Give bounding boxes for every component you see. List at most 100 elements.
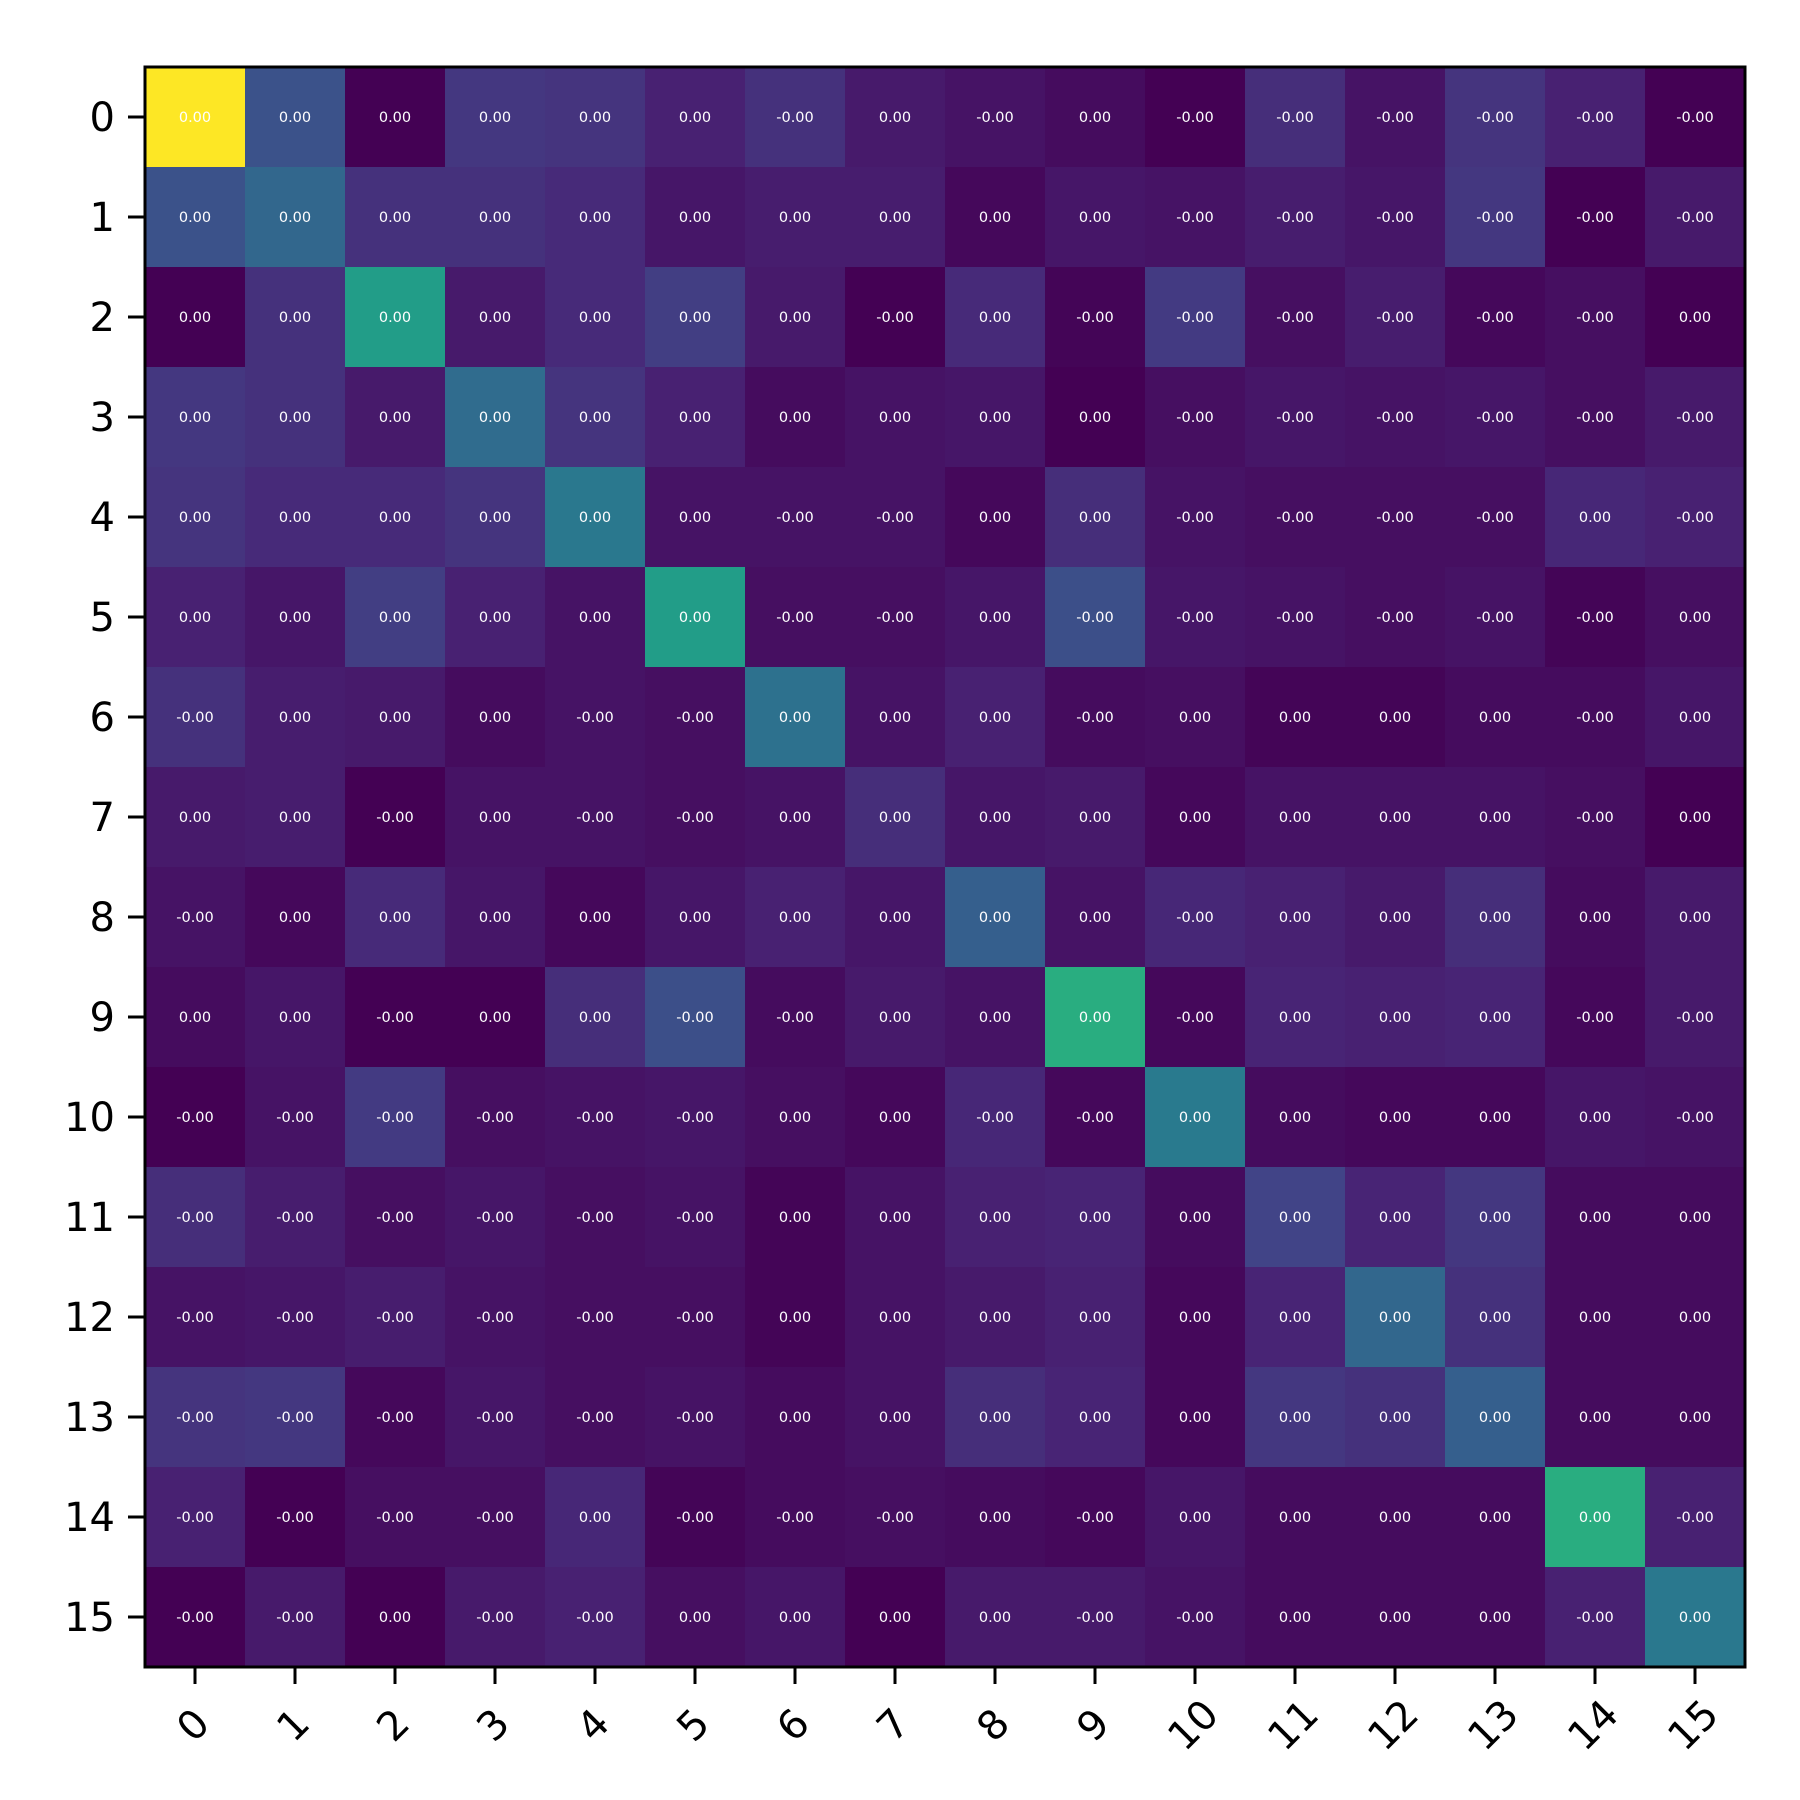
cell-label-8-3: 0.00 (479, 910, 511, 926)
heatmap-cell-2-6 (745, 267, 846, 368)
heatmap-cell-13-1 (245, 1367, 346, 1468)
cell-label-3-1: 0.00 (279, 410, 311, 426)
heatmap-cell-5-3 (445, 567, 546, 668)
heatmap-cell-6-14 (1545, 667, 1646, 768)
heatmap-cell-4-3 (445, 467, 546, 568)
cell-label-11-2: -0.00 (376, 1210, 414, 1226)
heatmap-cell-4-14 (1545, 467, 1646, 568)
heatmap-cell-14-4 (545, 1467, 646, 1568)
cell-label-4-13: -0.00 (1476, 510, 1514, 526)
cell-label-0-12: -0.00 (1376, 110, 1414, 126)
heatmap-cell-3-0 (145, 367, 246, 468)
cell-label-0-1: 0.00 (279, 110, 311, 126)
cell-label-13-5: -0.00 (676, 1410, 714, 1426)
heatmap-cell-12-7 (845, 1267, 946, 1368)
cell-label-11-6: 0.00 (779, 1210, 811, 1226)
cell-label-5-8: 0.00 (979, 610, 1011, 626)
cell-label-13-1: -0.00 (276, 1410, 314, 1426)
heatmap-cell-5-14 (1545, 567, 1646, 668)
heatmap-cell-15-8 (945, 1567, 1046, 1668)
heatmap-cell-6-12 (1345, 667, 1446, 768)
cell-label-4-5: 0.00 (679, 510, 711, 526)
cell-label-2-12: -0.00 (1376, 310, 1414, 326)
heatmap-cell-14-12 (1345, 1467, 1446, 1568)
heatmap-cell-1-4 (545, 167, 646, 268)
cell-label-15-11: 0.00 (1279, 1610, 1311, 1626)
cell-label-6-10: 0.00 (1179, 710, 1211, 726)
heatmap-cell-6-7 (845, 667, 946, 768)
cell-label-2-11: -0.00 (1276, 310, 1314, 326)
heatmap-cell-11-10 (1145, 1167, 1246, 1268)
heatmap-cell-15-4 (545, 1567, 646, 1668)
cell-label-14-12: 0.00 (1379, 1510, 1411, 1526)
heatmap-cell-6-8 (945, 667, 1046, 768)
cell-label-11-13: 0.00 (1479, 1210, 1511, 1226)
cell-label-1-3: 0.00 (479, 210, 511, 226)
heatmap-cell-11-5 (645, 1167, 746, 1268)
heatmap-cell-13-6 (745, 1367, 846, 1468)
heatmap-cell-10-5 (645, 1067, 746, 1168)
heatmap-cell-7-4 (545, 767, 646, 868)
y-tick-label-11: 11 (64, 1195, 115, 1241)
heatmap-cell-15-6 (745, 1567, 846, 1668)
heatmap-cell-11-12 (1345, 1167, 1446, 1268)
heatmap-cell-5-10 (1145, 567, 1246, 668)
cell-label-9-14: -0.00 (1576, 1010, 1614, 1026)
heatmap-cell-4-13 (1445, 467, 1546, 568)
heatmap-cell-9-15 (1645, 967, 1746, 1068)
x-tick-label-14: 14 (1559, 1691, 1628, 1760)
heatmap-cell-13-10 (1145, 1367, 1246, 1468)
cell-label-1-10: -0.00 (1176, 210, 1214, 226)
cell-label-4-8: 0.00 (979, 510, 1011, 526)
heatmap-cell-8-1 (245, 867, 346, 968)
cell-label-2-1: 0.00 (279, 310, 311, 326)
cell-label-15-4: -0.00 (576, 1610, 614, 1626)
cell-label-11-7: 0.00 (879, 1210, 911, 1226)
heatmap-cell-4-12 (1345, 467, 1446, 568)
heatmap-cell-4-0 (145, 467, 246, 568)
cell-label-6-5: -0.00 (676, 710, 714, 726)
heatmap-cell-10-8 (945, 1067, 1046, 1168)
cell-label-12-3: -0.00 (476, 1310, 514, 1326)
cell-label-9-12: 0.00 (1379, 1010, 1411, 1026)
heatmap-cell-6-11 (1245, 667, 1346, 768)
heatmap-cell-1-9 (1045, 167, 1146, 268)
heatmap-cell-5-12 (1345, 567, 1446, 668)
heatmap-cell-5-11 (1245, 567, 1346, 668)
cell-label-5-9: -0.00 (1076, 610, 1114, 626)
heatmap-cell-3-9 (1045, 367, 1146, 468)
cell-label-11-11: 0.00 (1279, 1210, 1311, 1226)
cell-label-2-4: 0.00 (579, 310, 611, 326)
cell-label-4-3: 0.00 (479, 510, 511, 526)
cell-label-2-10: -0.00 (1176, 310, 1214, 326)
cell-label-11-9: 0.00 (1079, 1210, 1111, 1226)
heatmap-cell-10-0 (145, 1067, 246, 1168)
heatmap-cell-11-9 (1045, 1167, 1146, 1268)
cell-label-13-7: 0.00 (879, 1410, 911, 1426)
heatmap-cell-0-3 (445, 67, 546, 168)
cell-label-8-5: 0.00 (679, 910, 711, 926)
cell-label-0-13: -0.00 (1476, 110, 1514, 126)
x-tick-label-8: 8 (968, 1700, 1019, 1751)
y-tick-label-8: 8 (90, 895, 115, 941)
cell-label-12-15: 0.00 (1679, 1310, 1711, 1326)
heatmap-cell-10-3 (445, 1067, 546, 1168)
cell-label-13-9: 0.00 (1079, 1410, 1111, 1426)
cell-label-8-13: 0.00 (1479, 910, 1511, 926)
heatmap-cell-15-11 (1245, 1567, 1346, 1668)
heatmap-cell-3-8 (945, 367, 1046, 468)
cell-label-8-9: 0.00 (1079, 910, 1111, 926)
heatmap-cell-7-0 (145, 767, 246, 868)
cell-label-9-8: 0.00 (979, 1010, 1011, 1026)
heatmap-cell-13-14 (1545, 1367, 1646, 1468)
heatmap-cell-4-4 (545, 467, 646, 568)
cell-label-6-0: -0.00 (176, 710, 214, 726)
cell-label-7-11: 0.00 (1279, 810, 1311, 826)
heatmap-cell-14-5 (645, 1467, 746, 1568)
heatmap-cell-10-10 (1145, 1067, 1246, 1168)
cell-label-3-15: -0.00 (1676, 410, 1714, 426)
heatmap-cell-11-13 (1445, 1167, 1546, 1268)
cell-label-5-2: 0.00 (379, 610, 411, 626)
cell-label-14-0: -0.00 (176, 1510, 214, 1526)
heatmap-cell-7-8 (945, 767, 1046, 868)
